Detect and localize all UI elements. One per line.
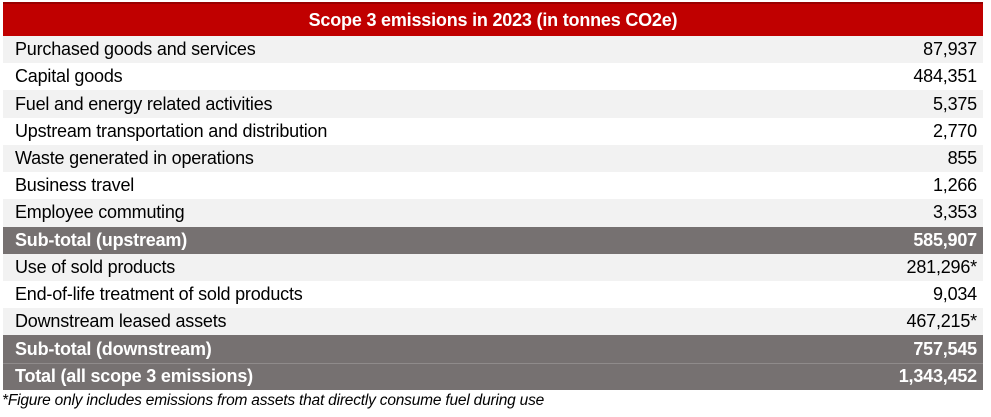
row-label: Upstream transportation and distribution [15,120,328,141]
row-value: 87,937 [923,39,977,60]
table-row: Upstream transportation and distribution… [3,117,983,145]
row-value: 2,770 [932,120,977,141]
row-value: 5,375 [932,93,977,114]
table-row: Sub-total (downstream) 757,545 [3,335,983,363]
table-row: Fuel and energy related activities 5,375 [3,90,983,118]
row-label: Employee commuting [15,202,185,223]
row-label: Fuel and energy related activities [15,93,273,114]
row-value: 1,266 [932,175,977,196]
row-value: 1,343,452 [898,365,977,386]
row-value: 757,545 [913,338,977,359]
table-row: Waste generated in operations 855 [3,144,983,173]
row-label: Sub-total (upstream) [15,229,188,250]
table-row: Employee commuting 3,353 [3,199,983,227]
row-label: Total (all scope 3 emissions) [15,365,253,386]
table-footnote: *Figure only includes emissions from ass… [2,392,545,409]
row-value: 9,034 [932,284,977,305]
emissions-table: Scope 3 emissions in 2023 (in tonnes CO2… [3,2,983,390]
table-row: Business travel 1,266 [3,172,983,200]
row-label: Purchased goods and services [15,39,256,60]
table-row: Use of sold products 281,296* [3,253,983,281]
table-row: Total (all scope 3 emissions) 1,343,452 [3,362,983,390]
row-value: 484,351 [913,66,977,87]
table-row: End-of-life treatment of sold products 9,… [3,280,983,309]
row-label: Capital goods [15,66,123,87]
table-row: Purchased goods and services 87,937 [3,36,983,64]
table-rows: Purchased goods and services 87,937 Capita… [3,36,983,390]
row-value: 585,907 [913,229,977,250]
table-row: Capital goods 484,351 [3,63,983,91]
row-label: Use of sold products [15,256,176,277]
table-title: Scope 3 emissions in 2023 (in tonnes CO2… [3,2,983,36]
row-label: Sub-total (downstream) [15,338,212,359]
row-label: Waste generated in operations [15,147,254,168]
table-row: Sub-total (upstream) 585,907 [3,226,983,254]
row-value: 281,296* [906,256,978,277]
row-label: Business travel [15,175,135,196]
row-value: 467,215* [906,311,978,332]
row-label: End-of-life treatment of sold products [15,284,303,305]
row-value: 855 [947,147,978,168]
row-value: 3,353 [932,202,977,223]
row-label: Downstream leased assets [15,311,227,332]
table-row: Downstream leased assets 467,215* [3,308,983,336]
